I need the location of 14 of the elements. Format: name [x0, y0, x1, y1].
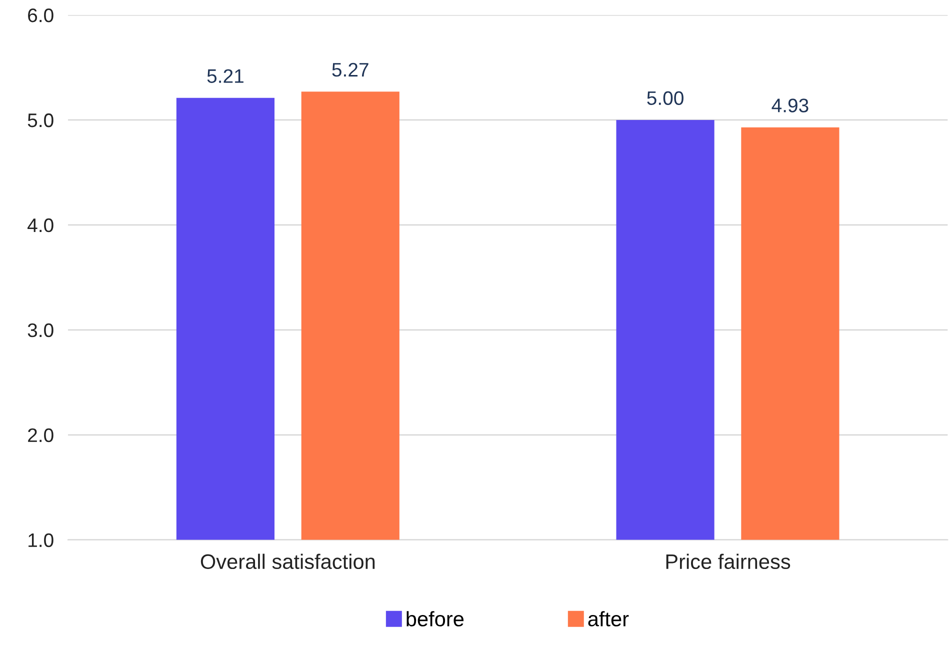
- data-label: 5.00: [647, 91, 684, 106]
- y-tick-label: 5.0: [28, 113, 54, 128]
- y-tick-label: 4.0: [28, 218, 54, 232]
- x-tick-label: Price fairness: [666, 554, 790, 570]
- legend-label: before: [406, 611, 464, 626]
- y-tick-label: 1.0: [28, 533, 54, 548]
- y-tick-label: 6.0: [28, 8, 54, 22]
- data-label: 5.21: [207, 69, 244, 83]
- y-tick-label: 2.0: [28, 428, 54, 442]
- data-label: 4.93: [772, 98, 808, 112]
- data-label: 5.27: [332, 62, 368, 77]
- legend-label: after: [588, 611, 629, 626]
- x-tick-label: Overall satisfaction: [200, 554, 375, 570]
- y-tick-label: 3.0: [28, 323, 54, 338]
